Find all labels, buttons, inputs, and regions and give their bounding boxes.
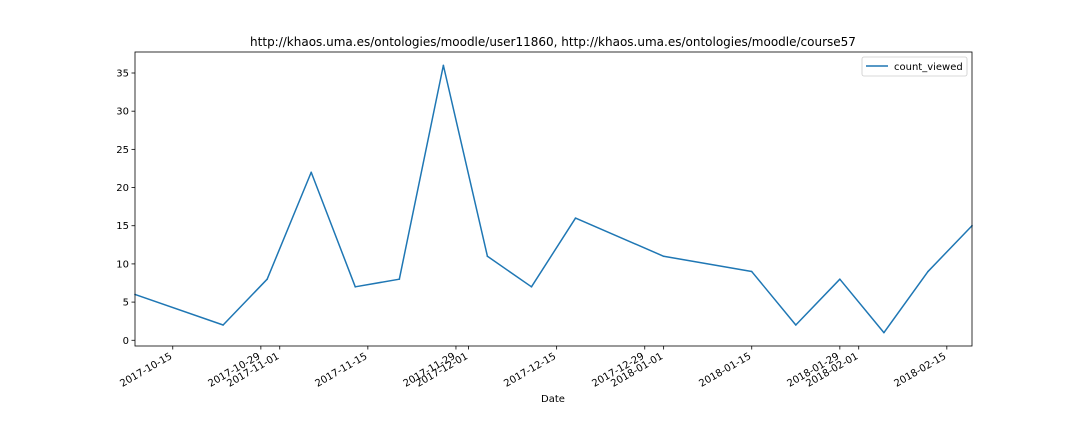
x-tick-label: 2018-01-15 [697, 351, 753, 390]
data-point [442, 64, 445, 67]
y-tick-label: 5 [123, 298, 129, 309]
x-tick-label: 2018-02-15 [892, 351, 948, 390]
y-tick-label: 0 [123, 336, 129, 347]
y-tick-label: 15 [116, 221, 129, 232]
y-axis: 0 5 10 15 20 25 30 35 [116, 69, 135, 347]
x-tick-label: 2017-12-15 [502, 351, 558, 390]
y-tick-label: 35 [116, 69, 129, 80]
data-point [927, 270, 929, 273]
chart-title: http://khaos.uma.es/ontologies/moodle/us… [250, 35, 856, 49]
legend-label: count_viewed [894, 62, 963, 73]
plot-area [134, 64, 973, 334]
x-axis-label: Date [541, 394, 565, 405]
plot-frame [134, 51, 973, 347]
y-tick-label: 25 [116, 145, 129, 156]
data-point [310, 171, 313, 174]
x-tick-label: 2017-10-15 [118, 351, 174, 390]
legend: count_viewed [861, 56, 968, 77]
legend-box [861, 56, 968, 77]
x-tick-label: 2017-11-15 [314, 351, 370, 390]
data-point [839, 278, 841, 280]
data-point [266, 278, 268, 280]
data-point [398, 278, 401, 280]
data-point [530, 286, 533, 288]
data-point [354, 286, 357, 288]
data-point [222, 324, 224, 326]
data-point [750, 270, 753, 273]
y-tick-label: 10 [116, 259, 129, 270]
series-line-count_viewed [134, 64, 973, 334]
data-point [794, 324, 797, 326]
data-point [662, 255, 665, 258]
data-point [574, 217, 577, 219]
data-point [486, 255, 489, 258]
y-tick-label: 20 [116, 183, 129, 194]
y-tick-label: 30 [116, 107, 129, 118]
data-point [883, 331, 885, 334]
